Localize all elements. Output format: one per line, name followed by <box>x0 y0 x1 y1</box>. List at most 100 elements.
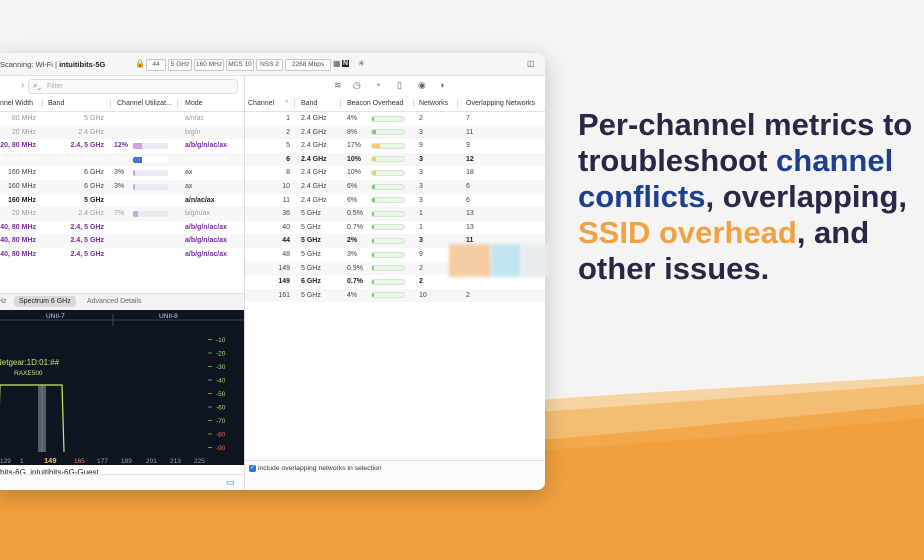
table-row[interactable]: 2 2.4 GHz 8% 3 11 <box>245 125 545 140</box>
table-row[interactable]: 48 5 GHz 3% 9 <box>245 248 545 262</box>
db-tick-label: -90 <box>216 445 226 452</box>
overhead-bar <box>371 292 405 299</box>
cell-band: 2.4 GHz <box>301 169 327 177</box>
compass-icon[interactable]: ◑ <box>439 80 445 90</box>
scanning-status: Scanning: Wi-Fi | intuitibits-5G <box>0 60 105 69</box>
table-row[interactable]: 5 2.4 GHz 17% 9 9 <box>245 139 545 153</box>
overlapping-checkbox[interactable]: ✓ <box>249 465 256 472</box>
channel-tick-label: 189 <box>121 458 132 465</box>
cell-networks: 1 <box>419 210 423 218</box>
cell-width: 160 MHz <box>7 183 36 190</box>
col-channel-utilization[interactable]: Channel Utilizat... <box>117 100 172 107</box>
tab-spectrum-6ghz[interactable]: Spectrum 6 GHz <box>14 296 76 307</box>
cell-utilization: 12% <box>114 155 129 163</box>
cell-overlapping: 13 <box>466 210 474 218</box>
table-row[interactable]: 1 2.4 GHz 4% 2 7 <box>245 112 545 126</box>
cell-overlapping: 6 <box>466 183 470 190</box>
cell-networks: 3 <box>419 237 423 245</box>
col-beacon-overhead[interactable]: Beacon Overhead <box>347 100 404 107</box>
col-width[interactable]: nnel Width <box>0 100 34 107</box>
headline-line4a: SSID overhead <box>578 215 797 250</box>
forward-arrow-icon[interactable]: › <box>21 80 25 91</box>
device-icon[interactable]: ▯ <box>397 80 402 90</box>
col-networks[interactable]: Networks <box>419 100 449 107</box>
table-row[interactable]: 6 2.4 GHz 10% 3 12 <box>245 152 545 167</box>
overhead-bar <box>371 142 405 149</box>
utilization-bar <box>133 143 168 150</box>
table-row[interactable]: 11 2.4 GHz 6% 3 6 <box>245 194 545 208</box>
cell-networks: 1 <box>419 223 423 231</box>
cell-networks: 2 <box>419 264 423 272</box>
table-row[interactable]: 0, 160 MHz 2.4, 5, 6 GHz 12% a/b/g/n/ac/ax <box>0 152 244 167</box>
cell-band: 2.4, 5 GHz <box>70 237 104 245</box>
clock-icon[interactable]: ◷ <box>353 80 361 90</box>
cell-beacon-overhead: 3% <box>347 251 358 258</box>
utilization-bar <box>133 156 168 163</box>
tab-spectrum-5ghz[interactable]: Hz <box>0 298 7 305</box>
table-row[interactable]: 40, 80 MHz 2.4, 5 GHz a/b/g/n/ac/ax <box>0 248 244 262</box>
cell-width: 20 MHz <box>11 128 36 136</box>
table-row[interactable]: 40 5 GHz 0.7% 1 13 <box>245 221 545 235</box>
tab-advanced-details[interactable]: Advanced Details <box>87 298 142 305</box>
headline-line3b: , overlapping, <box>705 179 907 214</box>
col-mode[interactable]: Mode <box>185 100 203 107</box>
table-row[interactable]: 40, 80 MHz 2.4, 5 GHz a/b/g/n/ac/ax <box>0 234 244 248</box>
col-overlapping-networks[interactable]: Overlapping Networks <box>466 100 535 107</box>
headline-line5: other issues. <box>578 251 770 286</box>
cell-networks: 3 <box>419 128 423 136</box>
table-row[interactable]: 160 MHz 6 GHz 3% ax <box>0 180 244 194</box>
network-badge-icon[interactable]: N <box>342 60 350 67</box>
table-row[interactable]: 160 MHz 6 GHz 3% ax <box>0 166 244 180</box>
sort-ascending-icon: ^ <box>285 100 289 107</box>
broadcast-icon[interactable]: ◉ <box>418 80 426 90</box>
cell-networks: 9 <box>419 142 423 150</box>
cell-overlapping: 11 <box>466 237 474 245</box>
col-band[interactable]: Band <box>301 100 318 107</box>
overhead-bar <box>371 210 405 217</box>
wifi-icon[interactable]: ≋ <box>334 80 342 90</box>
cell-mode: b/g/n/ax <box>185 210 210 218</box>
col-channel[interactable]: Channel <box>248 100 275 107</box>
utilization-bar <box>133 184 168 190</box>
laptop-icon[interactable]: ▭ <box>226 477 235 487</box>
col-band[interactable]: Band <box>48 100 65 107</box>
cell-beacon-overhead: 4% <box>347 291 358 299</box>
table-row[interactable]: 10 2.4 GHz 6% 3 6 <box>245 180 545 194</box>
sidebar-toggle-icon[interactable]: ◫ <box>527 59 535 68</box>
table-row[interactable]: 161 5 GHz 4% 10 2 <box>245 288 545 303</box>
table-row[interactable]: 20, 80 MHz 2.4, 5 GHz 12% a/b/g/n/ac/ax <box>0 139 244 153</box>
cell-mode: b/g/n <box>185 128 201 136</box>
table-row[interactable]: 40, 80 MHz 2.4, 5 GHz a/b/g/n/ac/ax <box>0 221 244 235</box>
scanning-separator: | <box>55 60 57 69</box>
overhead-bar <box>371 129 405 136</box>
filter-field[interactable]: ⌕⌄ Filter <box>28 79 238 94</box>
cell-networks: 2 <box>419 115 423 122</box>
grid-icon[interactable]: ▦ <box>333 59 341 68</box>
overhead-bar <box>371 169 405 176</box>
channel-tick-label: 177 <box>97 458 108 465</box>
table-row[interactable]: 36 5 GHz 0.5% 1 13 <box>245 207 545 221</box>
cell-width: 160 MHz <box>7 196 36 204</box>
cell-band: 2.4, 5 GHz <box>70 223 104 231</box>
table-row[interactable]: 20 MHz 2.4 GHz b/g/n <box>0 125 244 140</box>
cell-beacon-overhead: 2% <box>347 237 358 245</box>
table-row[interactable]: 8 2.4 GHz 10% 3 18 <box>245 166 545 180</box>
gauge-icon[interactable]: ◔ <box>375 80 381 90</box>
table-row[interactable]: 20 MHz 2.4 GHz 7% b/g/n/ax <box>0 207 244 221</box>
headline-line2b: channel <box>776 143 894 178</box>
detail-tabs: Hz Spectrum 6 GHz Advanced Details <box>0 293 244 311</box>
cell-mode: a/b/g/n/ac/ax <box>185 237 228 245</box>
channels-panel: ≋ ◷ ◔ ▯ ◉ ◑ Channel ^ Band Beacon Overhe… <box>245 76 545 490</box>
table-row[interactable]: 80 MHz 5 GHz a/n/ac <box>0 112 244 126</box>
table-row[interactable]: 149 6 GHz 0.7% 2 <box>245 275 545 289</box>
cell-channel: 2 <box>286 128 290 136</box>
cell-mode: ax <box>185 183 193 190</box>
overlapping-checkbox-label: include overlapping networks in selectio… <box>258 465 382 472</box>
cell-width: 40, 80 MHz <box>0 251 36 258</box>
cell-band: 2.4 GHz <box>301 183 327 190</box>
cell-mode: a/b/g/n/ac/ax <box>185 142 228 150</box>
table-row[interactable]: 160 MHz 5 GHz a/n/ac/ax <box>0 194 244 208</box>
overhead-bar <box>371 156 405 163</box>
cell-beacon-overhead: 4% <box>347 115 358 122</box>
